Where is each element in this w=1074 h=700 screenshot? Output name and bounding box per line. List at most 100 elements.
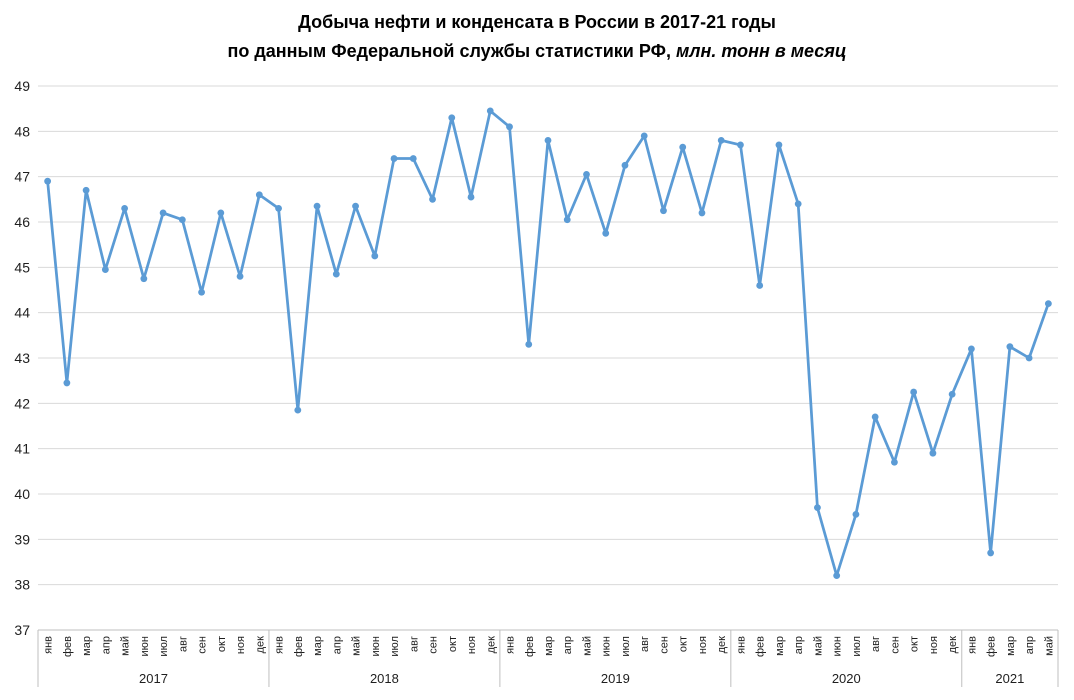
month-tick-label: янв xyxy=(735,636,747,654)
month-tick-label: окт xyxy=(447,636,459,652)
month-tick-label: авг xyxy=(177,636,189,652)
data-point-marker xyxy=(948,390,956,398)
month-tick-label: май xyxy=(812,636,824,656)
month-tick-label: янв xyxy=(43,636,55,654)
month-tick-label: янв xyxy=(505,636,517,654)
data-point-marker xyxy=(506,123,513,131)
month-tick-label: июн xyxy=(370,636,382,656)
month-tick-label: окт xyxy=(678,636,690,652)
month-tick-label: сен xyxy=(889,636,901,654)
data-point-marker xyxy=(121,205,129,212)
data-point-marker xyxy=(448,114,456,122)
month-tick-label: май xyxy=(1043,636,1055,656)
data-point-marker xyxy=(294,406,302,414)
production-line xyxy=(46,109,1050,577)
data-point-marker xyxy=(602,229,610,237)
month-tick-label: сен xyxy=(428,636,440,654)
month-tick-label: авг xyxy=(408,636,420,652)
data-point-marker xyxy=(910,388,918,396)
data-point-marker xyxy=(717,137,725,144)
y-tick-label: 49 xyxy=(14,78,30,94)
y-tick-label: 43 xyxy=(14,350,30,366)
data-point-marker xyxy=(486,107,494,115)
data-point-marker xyxy=(698,209,706,217)
month-tick-label: фев xyxy=(62,636,74,657)
year-label: 2018 xyxy=(370,671,399,686)
month-tick-label: дек xyxy=(716,636,728,654)
month-tick-label: сен xyxy=(658,636,670,654)
data-point-marker xyxy=(275,205,282,212)
y-tick-label: 48 xyxy=(14,123,30,139)
y-tick-label: 46 xyxy=(14,214,30,230)
data-point-marker xyxy=(409,155,417,162)
month-tick-label: фев xyxy=(986,636,998,657)
data-point-marker xyxy=(525,341,533,348)
data-point-marker xyxy=(583,171,590,178)
month-tick-label: апр xyxy=(793,636,805,654)
data-point-marker xyxy=(563,216,571,224)
data-point-marker xyxy=(352,202,359,210)
data-point-marker xyxy=(852,511,860,518)
month-tick-label: июн xyxy=(832,636,844,656)
month-tick-label: ноя xyxy=(928,636,940,654)
month-tick-label: фев xyxy=(524,636,536,657)
month-tick-label: июн xyxy=(139,636,151,656)
y-tick-label: 39 xyxy=(14,531,30,547)
month-tick-label: апр xyxy=(331,636,343,654)
data-point-marker xyxy=(82,186,90,194)
data-point-marker xyxy=(544,137,552,144)
data-point-marker xyxy=(371,252,379,260)
data-point-marker xyxy=(236,273,244,280)
data-point-marker xyxy=(679,143,687,151)
data-point-marker xyxy=(198,288,205,296)
data-point-marker xyxy=(660,207,667,215)
year-label: 2021 xyxy=(995,671,1024,686)
data-point-marker xyxy=(756,282,764,289)
data-point-marker xyxy=(140,275,148,283)
y-tick-label: 47 xyxy=(14,169,30,185)
chart-title-unit-label: млн. тонн в месяц xyxy=(675,41,847,61)
y-tick-label: 45 xyxy=(14,259,30,275)
month-tick-label: фев xyxy=(755,636,767,657)
year-label: 2017 xyxy=(139,671,168,686)
month-tick-label: июл xyxy=(158,636,170,657)
data-point-marker xyxy=(814,504,821,511)
data-point-marker xyxy=(737,141,744,149)
data-point-marker xyxy=(63,379,71,387)
data-point-marker xyxy=(217,209,225,217)
month-tick-label: сен xyxy=(197,636,209,654)
y-tick-label: 42 xyxy=(14,395,30,411)
month-tick-label: июл xyxy=(851,636,863,657)
data-point-marker xyxy=(1025,354,1033,362)
month-tick-label: окт xyxy=(216,636,228,652)
chart-title-line1: Добыча нефти и конденсата в России в 201… xyxy=(298,12,776,32)
data-point-marker xyxy=(891,458,898,466)
month-tick-label: апр xyxy=(1024,636,1036,654)
data-point-marker xyxy=(871,413,879,421)
month-tick-label: ноя xyxy=(235,636,247,654)
month-tick-label: мар xyxy=(1005,636,1017,656)
data-point-marker xyxy=(775,141,783,149)
data-point-marker xyxy=(640,132,648,140)
y-tick-label: 40 xyxy=(14,486,30,502)
month-tick-label: янв xyxy=(966,636,978,654)
month-tick-label: май xyxy=(351,636,363,656)
data-point-marker xyxy=(44,177,52,185)
data-point-marker xyxy=(1044,300,1052,307)
data-point-marker xyxy=(987,549,995,557)
month-tick-label: мар xyxy=(81,636,93,656)
chart-title-line2: по данным Федеральной службы статистики … xyxy=(0,37,1074,66)
data-point-marker xyxy=(467,193,475,201)
month-tick-label: мар xyxy=(312,636,324,656)
month-tick-label: мар xyxy=(543,636,555,656)
data-point-marker xyxy=(101,266,109,273)
month-tick-label: апр xyxy=(562,636,574,654)
data-point-marker xyxy=(159,209,167,217)
month-tick-label: фев xyxy=(293,636,305,657)
month-tick-label: окт xyxy=(909,636,921,652)
y-tick-label: 38 xyxy=(14,577,30,593)
month-tick-label: июл xyxy=(620,636,632,657)
y-tick-label: 41 xyxy=(14,441,30,457)
month-tick-label: дек xyxy=(254,636,266,654)
